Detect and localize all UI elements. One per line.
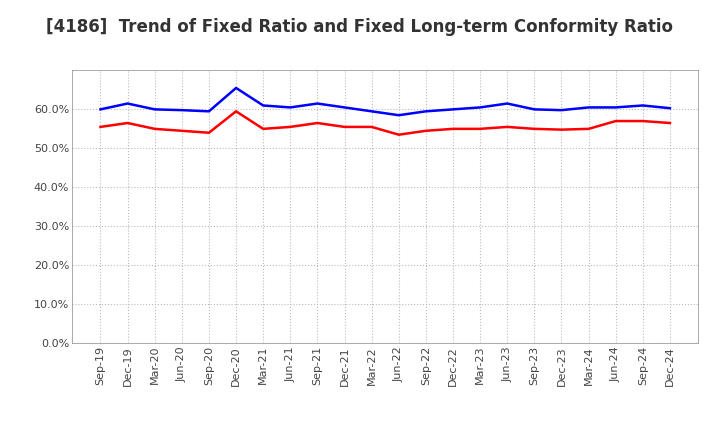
Fixed Ratio: [503, 101, 511, 106]
Fixed Ratio: [232, 85, 240, 91]
Fixed Long-term Conformity Ratio: [232, 109, 240, 114]
Fixed Long-term Conformity Ratio: [367, 124, 376, 129]
Fixed Long-term Conformity Ratio: [503, 124, 511, 129]
Fixed Ratio: [150, 107, 159, 112]
Fixed Long-term Conformity Ratio: [449, 126, 457, 132]
Text: [4186]  Trend of Fixed Ratio and Fixed Long-term Conformity Ratio: [4186] Trend of Fixed Ratio and Fixed Lo…: [47, 18, 673, 36]
Fixed Long-term Conformity Ratio: [96, 124, 105, 129]
Fixed Ratio: [178, 107, 186, 113]
Fixed Ratio: [259, 103, 268, 108]
Fixed Long-term Conformity Ratio: [476, 126, 485, 132]
Fixed Ratio: [584, 105, 593, 110]
Fixed Long-term Conformity Ratio: [313, 121, 322, 126]
Fixed Ratio: [204, 109, 213, 114]
Fixed Long-term Conformity Ratio: [150, 126, 159, 132]
Fixed Ratio: [449, 107, 457, 112]
Fixed Ratio: [395, 113, 403, 118]
Fixed Long-term Conformity Ratio: [286, 124, 294, 129]
Fixed Ratio: [530, 107, 539, 112]
Fixed Ratio: [96, 107, 105, 112]
Fixed Long-term Conformity Ratio: [611, 118, 620, 124]
Fixed Long-term Conformity Ratio: [204, 130, 213, 136]
Fixed Long-term Conformity Ratio: [341, 124, 349, 129]
Fixed Long-term Conformity Ratio: [557, 127, 566, 132]
Fixed Ratio: [341, 105, 349, 110]
Fixed Ratio: [286, 105, 294, 110]
Fixed Ratio: [476, 105, 485, 110]
Line: Fixed Long-term Conformity Ratio: Fixed Long-term Conformity Ratio: [101, 111, 670, 135]
Fixed Ratio: [313, 101, 322, 106]
Fixed Long-term Conformity Ratio: [123, 121, 132, 126]
Fixed Long-term Conformity Ratio: [259, 126, 268, 132]
Line: Fixed Ratio: Fixed Ratio: [101, 88, 670, 115]
Fixed Long-term Conformity Ratio: [665, 121, 674, 126]
Fixed Long-term Conformity Ratio: [530, 126, 539, 132]
Fixed Ratio: [639, 103, 647, 108]
Fixed Ratio: [665, 106, 674, 111]
Fixed Ratio: [421, 109, 430, 114]
Fixed Ratio: [557, 107, 566, 113]
Fixed Long-term Conformity Ratio: [421, 128, 430, 133]
Fixed Long-term Conformity Ratio: [178, 128, 186, 133]
Fixed Ratio: [367, 109, 376, 114]
Fixed Ratio: [611, 105, 620, 110]
Fixed Ratio: [123, 101, 132, 106]
Fixed Long-term Conformity Ratio: [639, 118, 647, 124]
Fixed Long-term Conformity Ratio: [395, 132, 403, 137]
Fixed Long-term Conformity Ratio: [584, 126, 593, 132]
